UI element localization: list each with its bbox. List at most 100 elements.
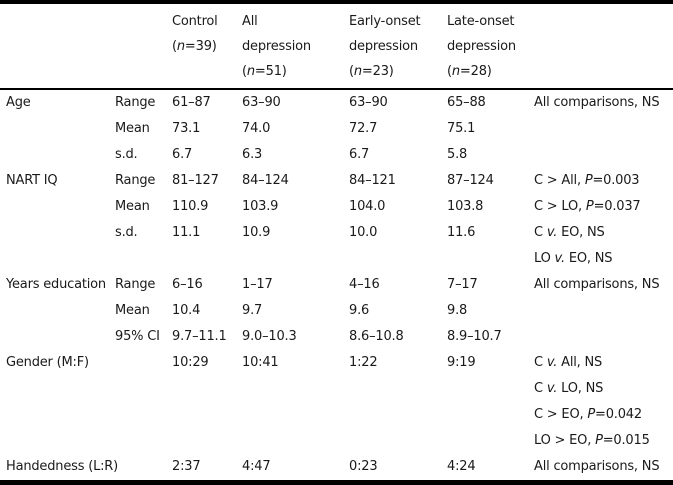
row-label	[0, 220, 115, 246]
column-header-comparisons-empty	[534, 2, 673, 90]
cell-late-onset: 7–17	[447, 277, 478, 292]
column-title: All	[242, 14, 258, 29]
cell-comparison: LO > EO, P=0.015	[534, 433, 650, 448]
column-title-line2: depression	[447, 39, 516, 54]
cell-control	[172, 246, 242, 272]
cell-all-depression: 63–90	[242, 95, 281, 110]
row-label	[0, 402, 115, 428]
column-title: Control	[172, 14, 218, 29]
table-row-gender-comparison-3: C > EO, P=0.042	[0, 402, 673, 428]
cell-late-onset: 9.8	[447, 303, 468, 318]
table-row-nartiq-sd: s.d. 11.1 10.9 10.0 11.6 C v. EO, NS	[0, 220, 673, 246]
cell-late-onset	[447, 246, 534, 272]
cell-late-onset: 8.9–10.7	[447, 329, 502, 344]
cell-early-onset: 63–90	[349, 95, 388, 110]
stat-label: s.d.	[115, 147, 138, 162]
cell-control: 81–127	[172, 173, 219, 188]
cell-control	[172, 428, 242, 454]
cell-early-onset	[349, 246, 447, 272]
row-label	[0, 194, 115, 220]
table-row-nartiq-range: NART IQ Range 81–127 84–124 84–121 87–12…	[0, 168, 673, 194]
row-label	[0, 116, 115, 142]
table-row-gender-comparison-2: C v. LO, NS	[0, 376, 673, 402]
cell-comparison: C > LO, P=0.037	[534, 199, 641, 214]
row-label	[0, 246, 115, 272]
table-row-education-ci: 95% CI 9.7–11.1 9.0–10.3 8.6–10.8 8.9–10…	[0, 324, 673, 350]
cell-late-onset	[447, 428, 534, 454]
stat-label	[115, 376, 172, 402]
table-row-gender: Gender (M:F) 10:29 10:41 1:22 9:19 C v. …	[0, 350, 673, 376]
table-row-handedness: Handedness (L:R) 2:37 4:47 0:23 4:24 All…	[0, 454, 673, 483]
cell-early-onset: 10.0	[349, 225, 378, 240]
cell-early-onset: 6.7	[349, 147, 370, 162]
cell-control: 6.7	[172, 147, 193, 162]
cell-comparison: LO v. EO, NS	[534, 251, 613, 266]
table-row-age-range: Age Range 61–87 63–90 63–90 65–88 All co…	[0, 89, 673, 116]
cell-comparison: C v. LO, NS	[534, 381, 604, 396]
row-label	[0, 324, 115, 350]
cell-control: 110.9	[172, 199, 209, 214]
column-title: Early-onset	[349, 14, 421, 29]
cell-all-depression	[242, 376, 349, 402]
cell-late-onset: 103.8	[447, 199, 484, 214]
column-header-all-depression: All depression (n=51)	[242, 2, 349, 90]
cell-late-onset: 4:24	[447, 459, 476, 474]
header-row: Control (n=39) All depression (n=51) Ear…	[0, 2, 673, 90]
row-label: Years education	[6, 277, 106, 292]
cell-all-depression: 10.9	[242, 225, 271, 240]
stat-label	[115, 454, 172, 483]
cell-all-depression: 9.0–10.3	[242, 329, 297, 344]
cell-all-depression: 6.3	[242, 147, 263, 162]
cell-comparison: All comparisons, NS	[534, 277, 660, 292]
cell-all-depression: 10:41	[242, 355, 279, 370]
cell-control: 10:29	[172, 355, 209, 370]
row-label: Handedness (L:R)	[6, 459, 118, 474]
stat-label: 95% CI	[115, 329, 160, 344]
cell-early-onset: 1:22	[349, 355, 378, 370]
cell-control: 11.1	[172, 225, 201, 240]
column-title: Late-onset	[447, 14, 515, 29]
stat-label	[115, 402, 172, 428]
cell-control: 10.4	[172, 303, 201, 318]
table-row-gender-comparison-4: LO > EO, P=0.015	[0, 428, 673, 454]
stat-label: Mean	[115, 303, 150, 318]
cell-early-onset	[349, 402, 447, 428]
cell-comparison	[534, 116, 673, 142]
cell-control: 73.1	[172, 121, 201, 136]
cell-control	[172, 402, 242, 428]
cell-comparison: C v. All, NS	[534, 355, 603, 370]
stat-label: s.d.	[115, 225, 138, 240]
table-row-age-sd: s.d. 6.7 6.3 6.7 5.8	[0, 142, 673, 168]
cell-late-onset: 65–88	[447, 95, 486, 110]
cell-all-depression	[242, 428, 349, 454]
cell-comparison	[534, 142, 673, 168]
cell-comparison	[534, 324, 673, 350]
row-label	[0, 376, 115, 402]
sample-size: (n=28)	[447, 64, 492, 79]
cell-comparison: C > All, P=0.003	[534, 173, 640, 188]
cell-all-depression	[242, 246, 349, 272]
cell-comparison: C > EO, P=0.042	[534, 407, 642, 422]
stat-label: Range	[115, 277, 156, 292]
cell-early-onset	[349, 376, 447, 402]
cell-late-onset	[447, 376, 534, 402]
cell-all-depression: 84–124	[242, 173, 289, 188]
stat-label: Mean	[115, 121, 150, 136]
row-label	[0, 298, 115, 324]
cell-early-onset: 0:23	[349, 459, 378, 474]
table-row-education-range: Years education Range 6–16 1–17 4–16 7–1…	[0, 272, 673, 298]
cell-comparison: All comparisons, NS	[534, 459, 660, 474]
cell-late-onset: 9:19	[447, 355, 476, 370]
cell-control: 9.7–11.1	[172, 329, 227, 344]
stat-label: Range	[115, 95, 156, 110]
sample-size: (n=23)	[349, 64, 394, 79]
row-label: Age	[6, 95, 31, 110]
stat-label: Mean	[115, 199, 150, 214]
cell-comparison: C v. EO, NS	[534, 225, 605, 240]
cell-control: 61–87	[172, 95, 211, 110]
column-header-control: Control (n=39)	[172, 2, 242, 90]
table-row-education-mean: Mean 10.4 9.7 9.6 9.8	[0, 298, 673, 324]
column-header-stat-empty	[115, 2, 172, 90]
cell-early-onset: 8.6–10.8	[349, 329, 404, 344]
